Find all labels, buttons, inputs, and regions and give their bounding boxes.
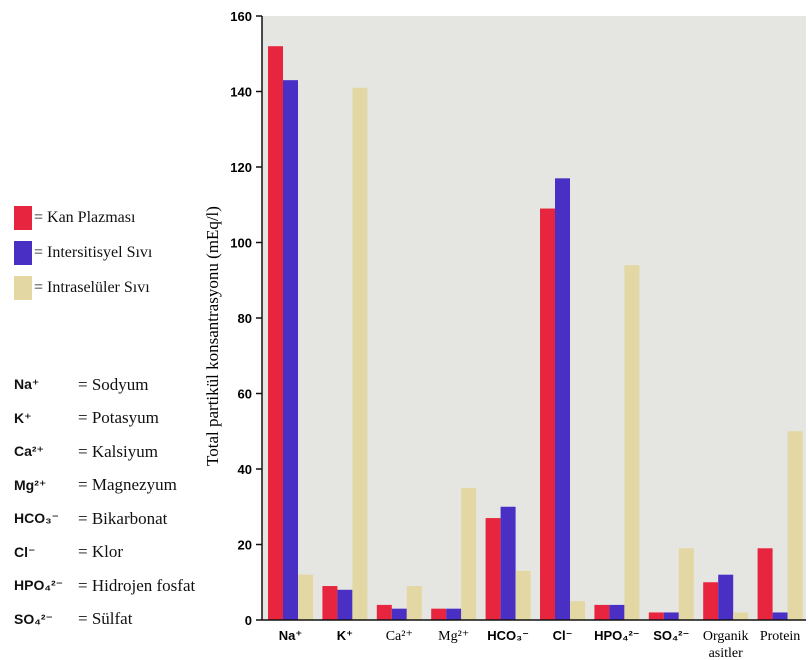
x-tick-label: Mg²⁺ [438,629,469,644]
bar-intracellular [624,265,639,620]
glossary-symbol: SO₄²⁻ [14,611,78,628]
bar-plasma [322,586,337,620]
glossary-symbol: Mg²⁺ [14,477,78,494]
legend-swatch-plasma [14,206,32,230]
bar-intracellular [570,601,585,620]
x-tick-label: HCO₃⁻ [487,628,529,643]
x-tick-label: HPO₄²⁻ [594,628,640,643]
glossary-symbol: K⁺ [14,410,78,427]
y-tick-label: 120 [230,160,252,175]
legend-item-plasma: = Kan Plazması [14,200,152,235]
bar-intracellular [516,571,531,620]
bar-intracellular [679,548,694,620]
plot-area [262,16,806,620]
ion-glossary: Na⁺ = Sodyum K⁺ = Potasyum Ca²⁺ = Kalsiyum … [14,368,195,636]
legend-swatch-interstitial [14,241,32,265]
y-tick-label: 140 [230,85,252,100]
x-tick-label: Organik [703,629,749,644]
bar-interstitial [446,609,461,620]
glossary-name: = Sülfat [78,609,132,629]
glossary-name: = Potasyum [78,408,159,428]
glossary-row: Cl⁻ = Klor [14,536,195,570]
glossary-row: HPO₄²⁻ = Hidrojen fosfat [14,569,195,603]
bar-plasma [486,518,501,620]
glossary-name: = Sodyum [78,375,149,395]
x-tick-label: K⁺ [337,628,353,643]
x-tick-label: Na⁺ [279,628,302,643]
bar-plasma [431,609,446,620]
bar-plasma [268,46,283,620]
y-tick-label: 60 [238,387,252,402]
y-tick-label: 0 [245,613,252,628]
bar-intracellular [298,575,313,620]
glossary-name: = Hidrojen fosfat [78,576,195,596]
legend-label-plasma: = Kan Plazması [34,209,135,227]
x-tick-label: SO₄²⁻ [653,628,689,643]
x-tick-label: asitler [709,646,744,660]
glossary-row: K⁺ = Potasyum [14,402,195,436]
glossary-symbol: Cl⁻ [14,544,78,561]
y-tick-label: 40 [238,462,252,477]
y-tick-label: 160 [230,9,252,24]
y-tick-label: 20 [238,538,252,553]
bar-intracellular [461,488,476,620]
bar-interstitial [501,507,516,620]
y-tick-label: 80 [238,311,252,326]
x-tick-label: Cl⁻ [553,628,573,643]
legend-label-intracellular: = Intraselüler Sıvı [34,279,150,297]
bar-plasma [540,209,555,620]
legend: = Kan Plazması = Intersitisyel Sıvı = In… [14,200,152,305]
legend-swatch-intracellular [14,276,32,300]
glossary-row: SO₄²⁻ = Sülfat [14,603,195,637]
bar-interstitial [337,590,352,620]
glossary-symbol: HPO₄²⁻ [14,577,78,594]
bar-interstitial [283,80,298,620]
glossary-symbol: HCO₃⁻ [14,510,78,527]
glossary-row: Mg²⁺ = Magnezyum [14,469,195,503]
legend-label-interstitial: = Intersitisyel Sıvı [34,244,152,262]
glossary-row: Ca²⁺ = Kalsiyum [14,435,195,469]
bar-intracellular [407,586,422,620]
bar-interstitial [392,609,407,620]
bar-intracellular [352,88,367,620]
legend-item-interstitial: = Intersitisyel Sıvı [14,235,152,270]
glossary-name: = Klor [78,542,123,562]
bar-intracellular [788,431,803,620]
bar-interstitial [609,605,624,620]
bar-plasma [703,582,718,620]
glossary-row: Na⁺ = Sodyum [14,368,195,402]
glossary-name: = Magnezyum [78,475,177,495]
bar-interstitial [773,612,788,620]
bar-plasma [377,605,392,620]
y-axis-label: Total partikül konsantrasyonu (mEq/l) [203,206,222,466]
bar-plasma [649,612,664,620]
bar-interstitial [664,612,679,620]
bar-interstitial [555,178,570,620]
x-tick-label: Protein [760,629,800,644]
glossary-name: = Bikarbonat [78,509,167,529]
glossary-name: = Kalsiyum [78,442,158,462]
glossary-row: HCO₃⁻ = Bikarbonat [14,502,195,536]
bar-plasma [594,605,609,620]
bar-interstitial [718,575,733,620]
y-tick-label: 100 [230,236,252,251]
x-tick-label: Ca²⁺ [386,629,413,644]
glossary-symbol: Ca²⁺ [14,443,78,460]
glossary-symbol: Na⁺ [14,376,78,393]
bar-plasma [758,548,773,620]
legend-item-intracellular: = Intraselüler Sıvı [14,270,152,305]
bar-intracellular [733,612,748,620]
